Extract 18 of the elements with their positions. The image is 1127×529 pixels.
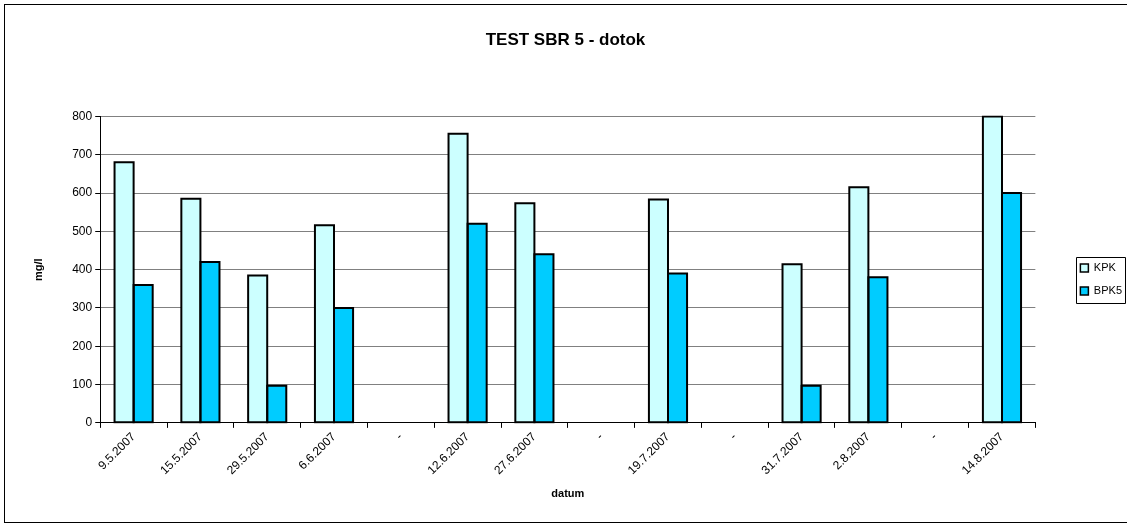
x-axis-title: datum <box>551 487 585 500</box>
y-tick-label: 0 <box>85 415 93 430</box>
y-tick-label: 400 <box>72 261 93 276</box>
y-tick-label: 100 <box>72 376 93 391</box>
y-axis-title: mg/l <box>31 258 44 281</box>
y-tick-label: 300 <box>72 300 93 315</box>
y-tick-label: 800 <box>72 108 93 123</box>
legend-label: BPK5 <box>1093 284 1123 297</box>
y-tick-label: 600 <box>72 185 93 200</box>
y-tick-label: 500 <box>72 223 93 238</box>
chart-title: TEST SBR 5 - dotok <box>485 29 646 49</box>
x-tick-label: - <box>926 429 940 443</box>
y-tick-label: 700 <box>72 147 93 162</box>
x-tick-label: - <box>726 429 740 443</box>
x-tick-label: - <box>592 429 606 443</box>
x-tick-label: - <box>392 429 406 443</box>
legend-label: KPK <box>1093 261 1117 274</box>
y-tick-label: 200 <box>72 338 93 353</box>
